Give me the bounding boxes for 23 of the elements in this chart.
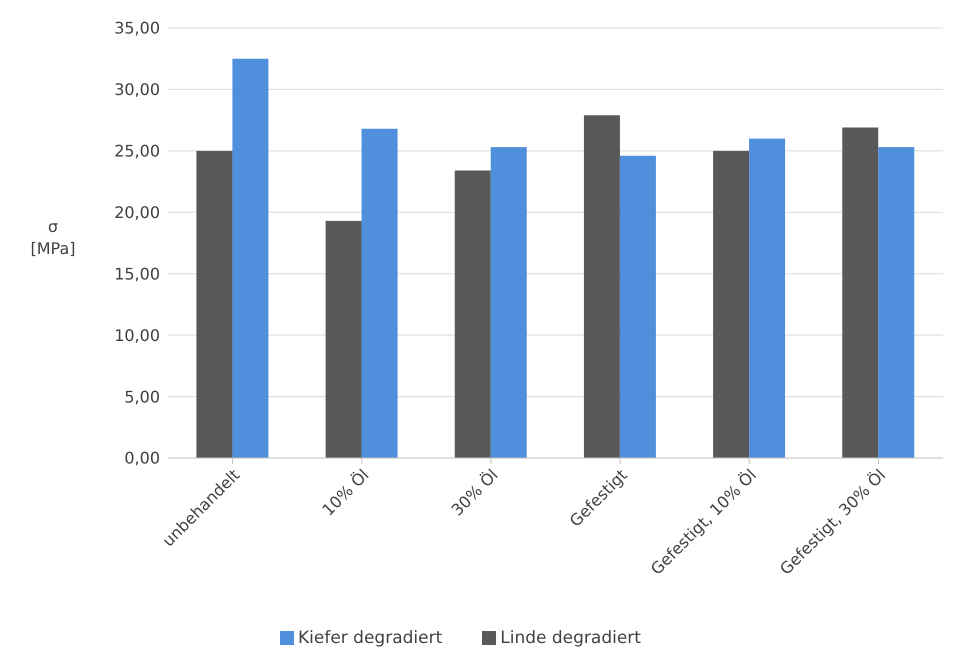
bar	[842, 128, 878, 458]
bar	[232, 58, 268, 458]
y-tick-label: 0,00	[124, 448, 160, 468]
bar	[326, 220, 362, 458]
bar	[713, 150, 750, 458]
bar	[620, 156, 656, 458]
bar	[490, 147, 527, 458]
y-axis-title: σ [MPa]	[30, 217, 76, 258]
bar	[878, 147, 914, 458]
bar	[749, 138, 786, 458]
y-tick-label: 35,00	[114, 18, 160, 38]
y-tick-label: 20,00	[114, 202, 160, 222]
y-tick-label: 10,00	[114, 326, 160, 345]
y-tick-label: 5,00	[124, 387, 160, 406]
legend-label: Linde degradiert	[500, 628, 641, 648]
y-tick-label: 30,00	[114, 80, 160, 100]
bar	[196, 150, 232, 458]
bar	[362, 128, 398, 458]
bar	[584, 115, 620, 458]
y-tick-label: 15,00	[114, 264, 160, 284]
y-tick-label: 25,00	[114, 142, 160, 161]
bar	[454, 170, 491, 458]
legend-label: Kiefer degradiert	[298, 628, 442, 648]
